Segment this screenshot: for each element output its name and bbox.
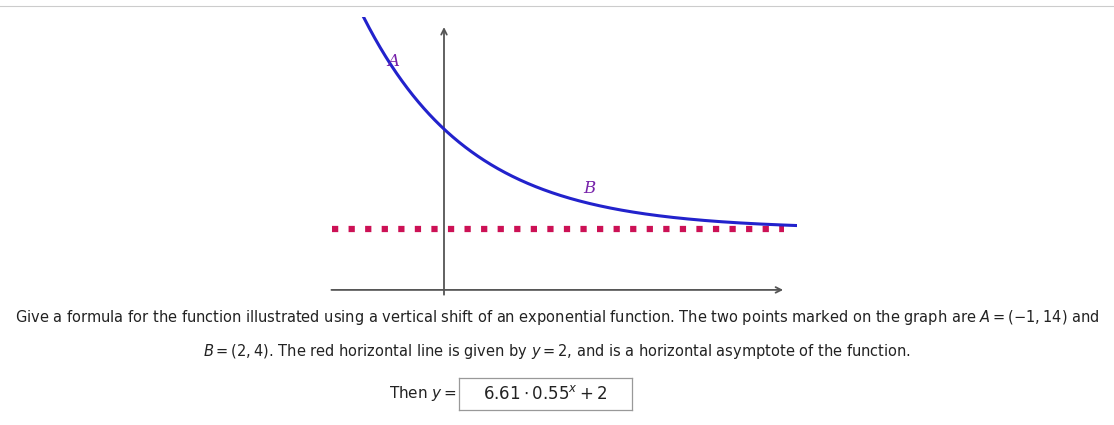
Text: A: A: [388, 53, 400, 70]
Text: Give a formula for the function illustrated using a vertical shift of an exponen: Give a formula for the function illustra…: [14, 308, 1100, 327]
Text: Then $y=$: Then $y=$: [389, 384, 457, 402]
Text: B: B: [584, 180, 596, 197]
Text: $B=(2,4)$. The red horizontal line is given by $y=2$, and is a horizontal asympt: $B=(2,4)$. The red horizontal line is gi…: [203, 342, 911, 361]
Text: $6.61 \cdot 0.55^x + 2$: $6.61 \cdot 0.55^x + 2$: [483, 385, 607, 403]
